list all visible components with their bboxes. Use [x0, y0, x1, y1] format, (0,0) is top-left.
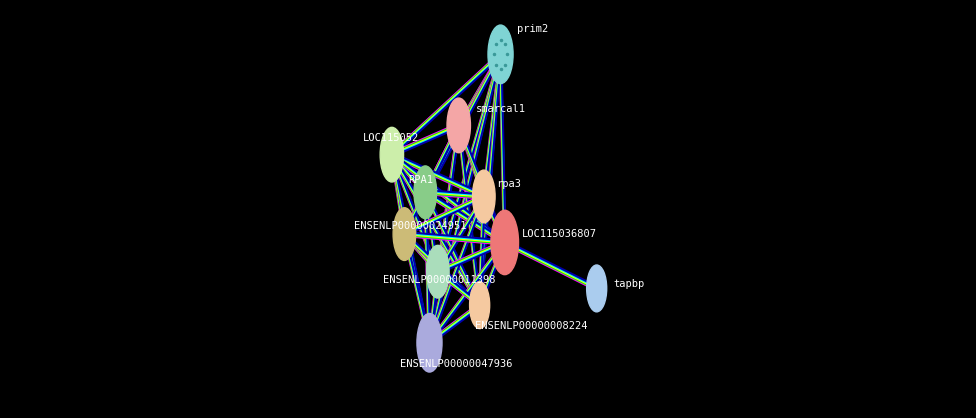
- Ellipse shape: [417, 314, 442, 372]
- Text: ENSENLP00000047936: ENSENLP00000047936: [400, 359, 512, 369]
- Text: ENSENLP00000008224: ENSENLP00000008224: [475, 321, 588, 331]
- Text: smarcal1: smarcal1: [475, 104, 525, 114]
- Ellipse shape: [427, 245, 449, 298]
- Ellipse shape: [472, 170, 495, 223]
- Ellipse shape: [469, 282, 490, 329]
- Text: rpa3: rpa3: [497, 179, 521, 189]
- Ellipse shape: [381, 127, 403, 182]
- Text: RPA1: RPA1: [409, 175, 433, 185]
- Ellipse shape: [414, 166, 436, 219]
- Text: prim2: prim2: [517, 24, 549, 34]
- Text: LOC115036807: LOC115036807: [521, 229, 596, 239]
- Ellipse shape: [447, 98, 470, 153]
- Text: LOC115052: LOC115052: [363, 133, 419, 143]
- Text: tapbp: tapbp: [613, 279, 645, 289]
- Ellipse shape: [587, 265, 607, 312]
- Ellipse shape: [491, 210, 518, 275]
- Text: ENSENLP00000011398: ENSENLP00000011398: [384, 275, 496, 285]
- Ellipse shape: [393, 208, 416, 260]
- Ellipse shape: [488, 25, 513, 84]
- Text: ENSENLP00000024951: ENSENLP00000024951: [354, 221, 467, 231]
